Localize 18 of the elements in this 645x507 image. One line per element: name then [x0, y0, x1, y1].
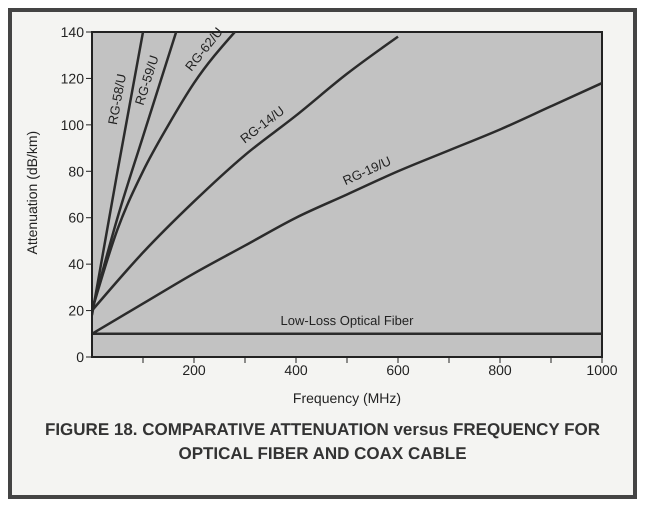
x-tick-label: 1000 — [586, 362, 618, 378]
y-tick-label: 60 — [68, 210, 84, 226]
y-tick-label: 100 — [60, 116, 84, 133]
x-axis-title: Frequency (MHz) — [292, 390, 402, 406]
y-tick-label: 40 — [68, 256, 84, 272]
y-tick-label: 140 — [60, 24, 84, 40]
y-axis-title: Attenuation (dB/km) — [24, 130, 40, 254]
series-label: Low-Loss Optical Fiber — [280, 312, 414, 328]
y-tick-label: 120 — [60, 70, 84, 86]
x-tick-label: 600 — [386, 362, 410, 378]
x-tick-label: 200 — [182, 362, 206, 378]
text: FIGURE 18. COMPARATIVE ATTENUATION versus FREQUENCY FOR OPTICAL FIBER AND COAX CABLE — [44, 419, 602, 465]
text: RG-58/U — [104, 72, 129, 126]
y-tick-label: 80 — [68, 163, 84, 180]
x-tick-label: 400 — [284, 362, 308, 378]
y-tick-label: 20 — [68, 302, 84, 319]
x-tick-label: 800 — [488, 362, 512, 378]
y-tick-label: 0 — [76, 348, 84, 365]
